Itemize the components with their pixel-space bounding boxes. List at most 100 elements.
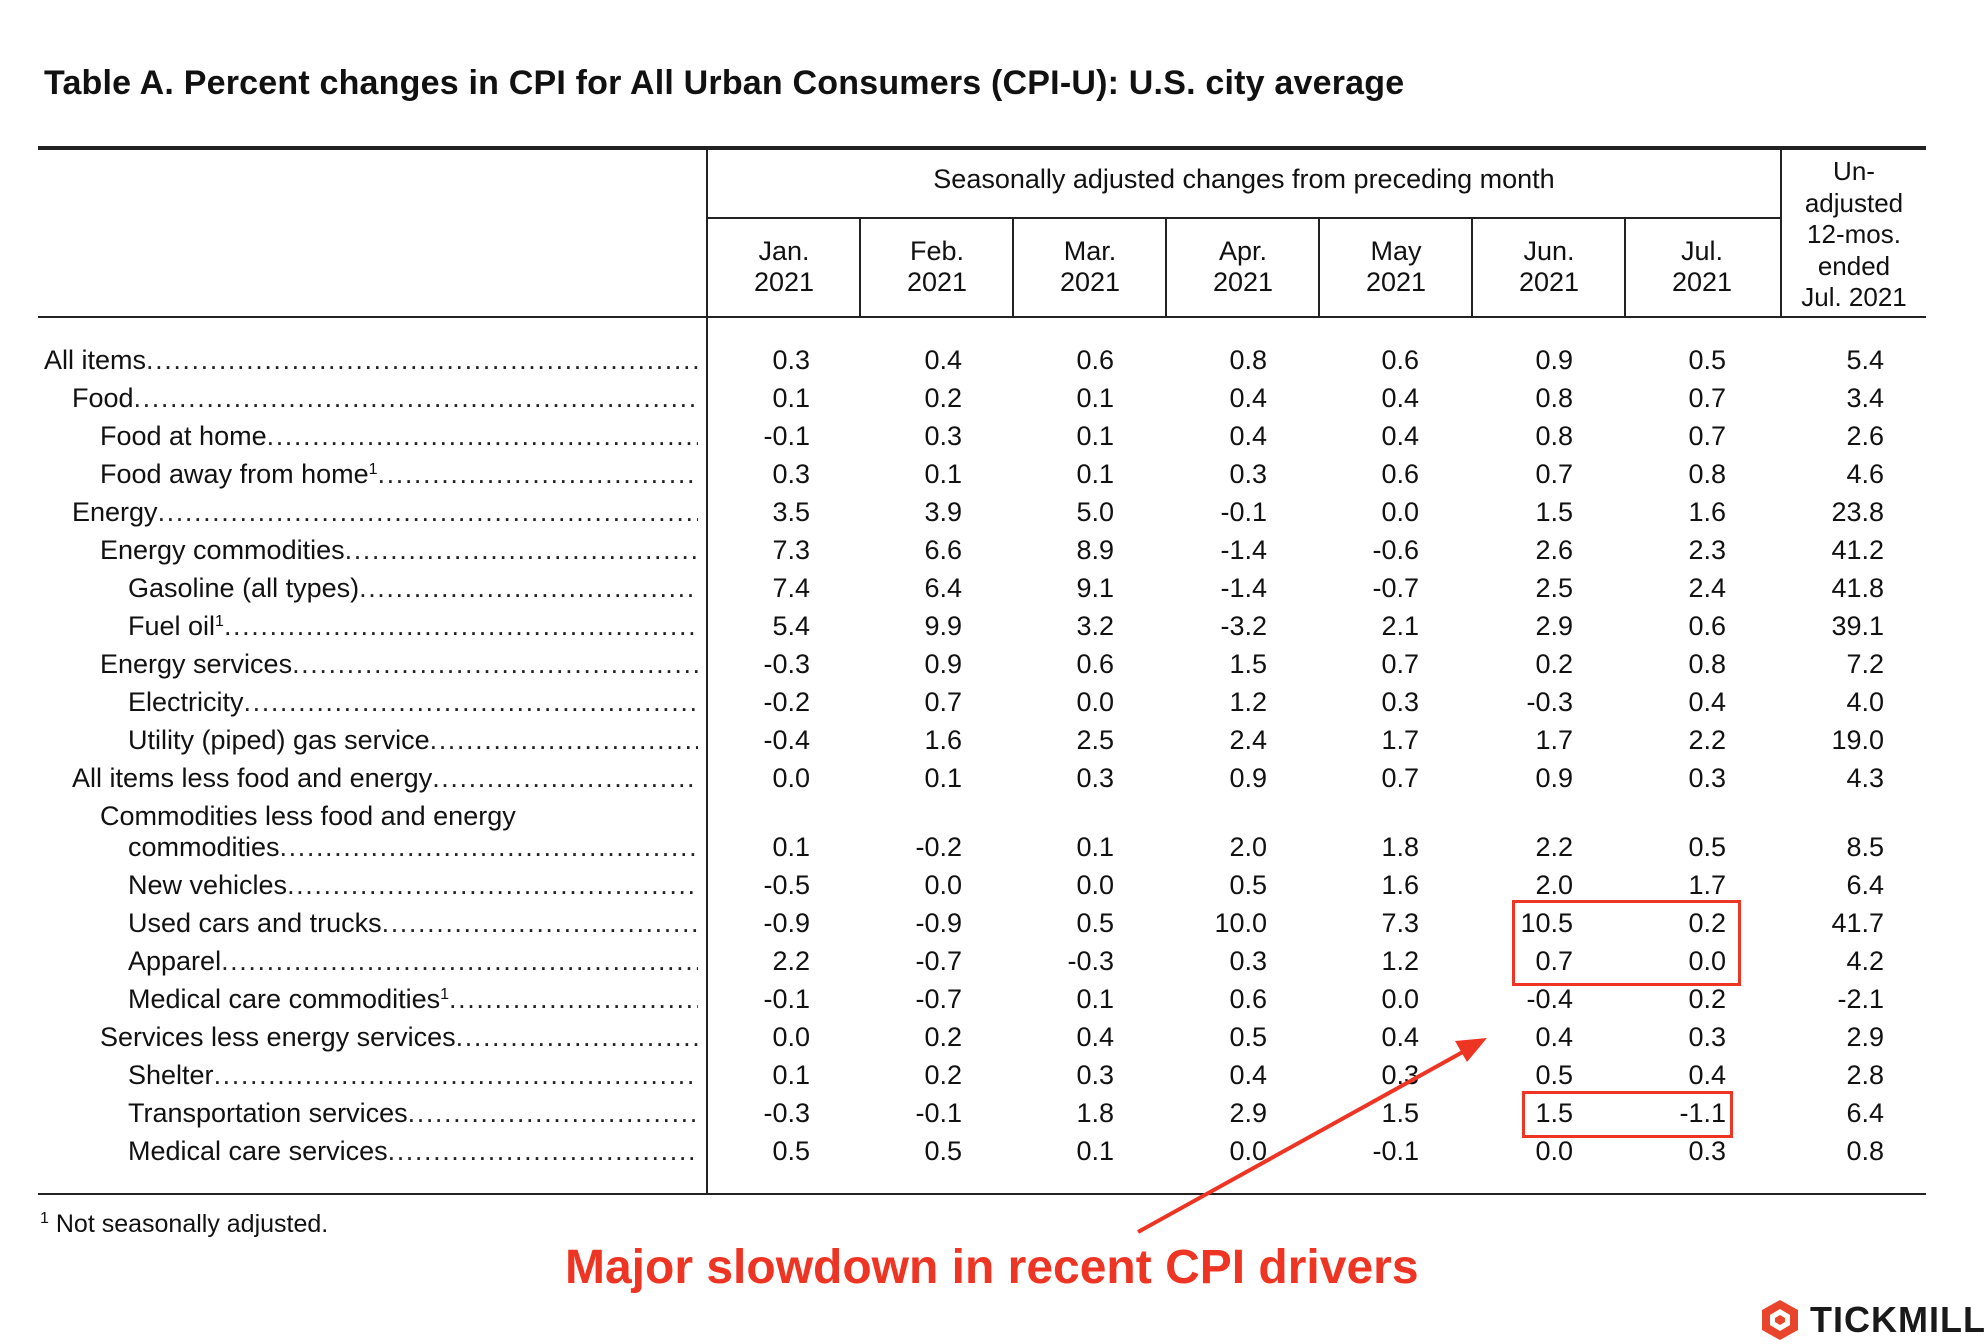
month-label: May bbox=[1370, 236, 1422, 266]
table-cell: 2.2 bbox=[1688, 725, 1726, 755]
table-cell: 2.2 bbox=[772, 946, 810, 976]
table-cell: -0.7 bbox=[915, 946, 962, 976]
row-label-text: Commodities less food and energy bbox=[100, 801, 516, 831]
leader-dots: ........................................… bbox=[344, 535, 698, 565]
table-cell: 1.2 bbox=[1381, 946, 1419, 976]
header-bottom-rule bbox=[38, 316, 1926, 318]
month-divider bbox=[1624, 218, 1626, 317]
table-cell: 2.0 bbox=[1229, 832, 1267, 862]
row-label-text: New vehicles bbox=[128, 870, 288, 900]
table-cell: 2.9 bbox=[1535, 611, 1573, 641]
stub-divider bbox=[706, 148, 708, 1194]
table-row: Energy services.........................… bbox=[0, 645, 1984, 683]
month-label: Mar. bbox=[1063, 236, 1117, 266]
row-label: New vehicles............................… bbox=[44, 866, 698, 904]
table-cell: 0.9 bbox=[1535, 345, 1573, 375]
table-cell: 0.5 bbox=[1229, 1022, 1267, 1052]
table-cell: 0.9 bbox=[1229, 763, 1267, 793]
month-divider bbox=[1012, 218, 1014, 317]
table-cell: 2.5 bbox=[1076, 725, 1114, 755]
table-cell: 1.8 bbox=[1076, 1098, 1114, 1128]
row-label-text: Services less energy services bbox=[100, 1022, 456, 1052]
table-cell: 2.8 bbox=[1846, 1060, 1884, 1090]
row-label: Energy services.........................… bbox=[44, 645, 698, 683]
table-title: Table A. Percent changes in CPI for All … bbox=[44, 64, 1405, 102]
table-cell: 0.4 bbox=[1381, 383, 1419, 413]
leader-dots: ........................................… bbox=[287, 870, 698, 900]
footnote-marker: 1 bbox=[368, 461, 378, 478]
table-cell: 6.6 bbox=[924, 535, 962, 565]
table-cell: 2.9 bbox=[1846, 1022, 1884, 1052]
table-cell: 1.6 bbox=[924, 725, 962, 755]
table-cell: 41.7 bbox=[1831, 908, 1884, 938]
table-cell: 9.9 bbox=[924, 611, 962, 641]
row-label-text: commodities bbox=[128, 832, 280, 862]
footnote-mark: 1 bbox=[40, 1210, 49, 1227]
table-cell: 0.1 bbox=[772, 1060, 810, 1090]
table-cell: 0.6 bbox=[1381, 459, 1419, 489]
table-cell: -0.3 bbox=[763, 1098, 810, 1128]
table-cell: 0.3 bbox=[1688, 1022, 1726, 1052]
row-label: Gasoline (all types)....................… bbox=[44, 569, 698, 607]
leader-dots: ........................................… bbox=[432, 763, 698, 793]
table-cell: 0.1 bbox=[772, 383, 810, 413]
table-row: Fuel oil1...............................… bbox=[0, 607, 1984, 645]
table-cell: 0.3 bbox=[1229, 459, 1267, 489]
leader-dots: ........................................… bbox=[429, 725, 698, 755]
table-cell: -0.4 bbox=[763, 725, 810, 755]
table-row: Used cars and trucks....................… bbox=[0, 904, 1984, 942]
table-cell: 0.3 bbox=[1688, 1136, 1726, 1166]
table-cell: 0.6 bbox=[1381, 345, 1419, 375]
row-label-text: Medical care commodities bbox=[128, 984, 441, 1014]
leader-dots: ........................................… bbox=[407, 1098, 698, 1128]
table-cell: 0.2 bbox=[924, 1022, 962, 1052]
row-label-text: Apparel bbox=[128, 946, 222, 976]
table-cell: 2.6 bbox=[1846, 421, 1884, 451]
table-cell: 4.0 bbox=[1846, 687, 1884, 717]
table-cell: 0.9 bbox=[924, 649, 962, 679]
table-cell: 0.5 bbox=[1229, 870, 1267, 900]
row-label-text: Food bbox=[72, 383, 134, 413]
row-label-text: Energy bbox=[72, 497, 158, 527]
table-cell: 7.4 bbox=[772, 573, 810, 603]
table-cell: 1.6 bbox=[1381, 870, 1419, 900]
table-row: Food at home............................… bbox=[0, 417, 1984, 455]
table-cell: 0.0 bbox=[1381, 497, 1419, 527]
table-cell: -0.7 bbox=[1372, 573, 1419, 603]
table-cell: 0.3 bbox=[1381, 687, 1419, 717]
table-cell: 0.0 bbox=[924, 870, 962, 900]
column-header-feb: Feb. 2021 bbox=[861, 236, 1013, 298]
row-label: Electricity.............................… bbox=[44, 683, 698, 721]
table-cell: 0.3 bbox=[924, 421, 962, 451]
table-cell: -0.2 bbox=[763, 687, 810, 717]
row-label: Used cars and trucks....................… bbox=[44, 904, 698, 942]
table-row: Services less energy services...........… bbox=[0, 1018, 1984, 1056]
row-label-text: All items less food and energy bbox=[72, 763, 433, 793]
table-cell: 6.4 bbox=[1846, 1098, 1884, 1128]
table-cell: 0.8 bbox=[1535, 383, 1573, 413]
table-cell: 6.4 bbox=[924, 573, 962, 603]
table-cell: 0.4 bbox=[1229, 421, 1267, 451]
leader-dots: ........................................… bbox=[381, 908, 698, 938]
table-cell: 7.2 bbox=[1846, 649, 1884, 679]
table-cell: -3.2 bbox=[1220, 611, 1267, 641]
leader-dots: ........................................… bbox=[243, 687, 698, 717]
table-cell: 4.2 bbox=[1846, 946, 1884, 976]
table-cell: 0.7 bbox=[1535, 946, 1573, 976]
table-cell: 0.4 bbox=[1688, 687, 1726, 717]
table-cell: 0.6 bbox=[1076, 345, 1114, 375]
table-cell: 0.1 bbox=[924, 459, 962, 489]
leader-dots: ........................................… bbox=[157, 497, 698, 527]
table-cell: 10.0 bbox=[1214, 908, 1267, 938]
table-cell: 2.0 bbox=[1535, 870, 1573, 900]
table-cell: 4.6 bbox=[1846, 459, 1884, 489]
table-cell: 10.5 bbox=[1520, 908, 1573, 938]
leader-dots: ........................................… bbox=[221, 946, 698, 976]
table-cell: 1.6 bbox=[1688, 497, 1726, 527]
footnote-text: Not seasonally adjusted. bbox=[55, 1210, 329, 1238]
row-label: Food....................................… bbox=[44, 379, 698, 417]
annotation-text: Major slowdown in recent CPI drivers bbox=[565, 1241, 1419, 1294]
column-header-mar: Mar. 2021 bbox=[1014, 236, 1166, 298]
table-cell: -2.1 bbox=[1837, 984, 1884, 1014]
table-cell: 0.8 bbox=[1535, 421, 1573, 451]
